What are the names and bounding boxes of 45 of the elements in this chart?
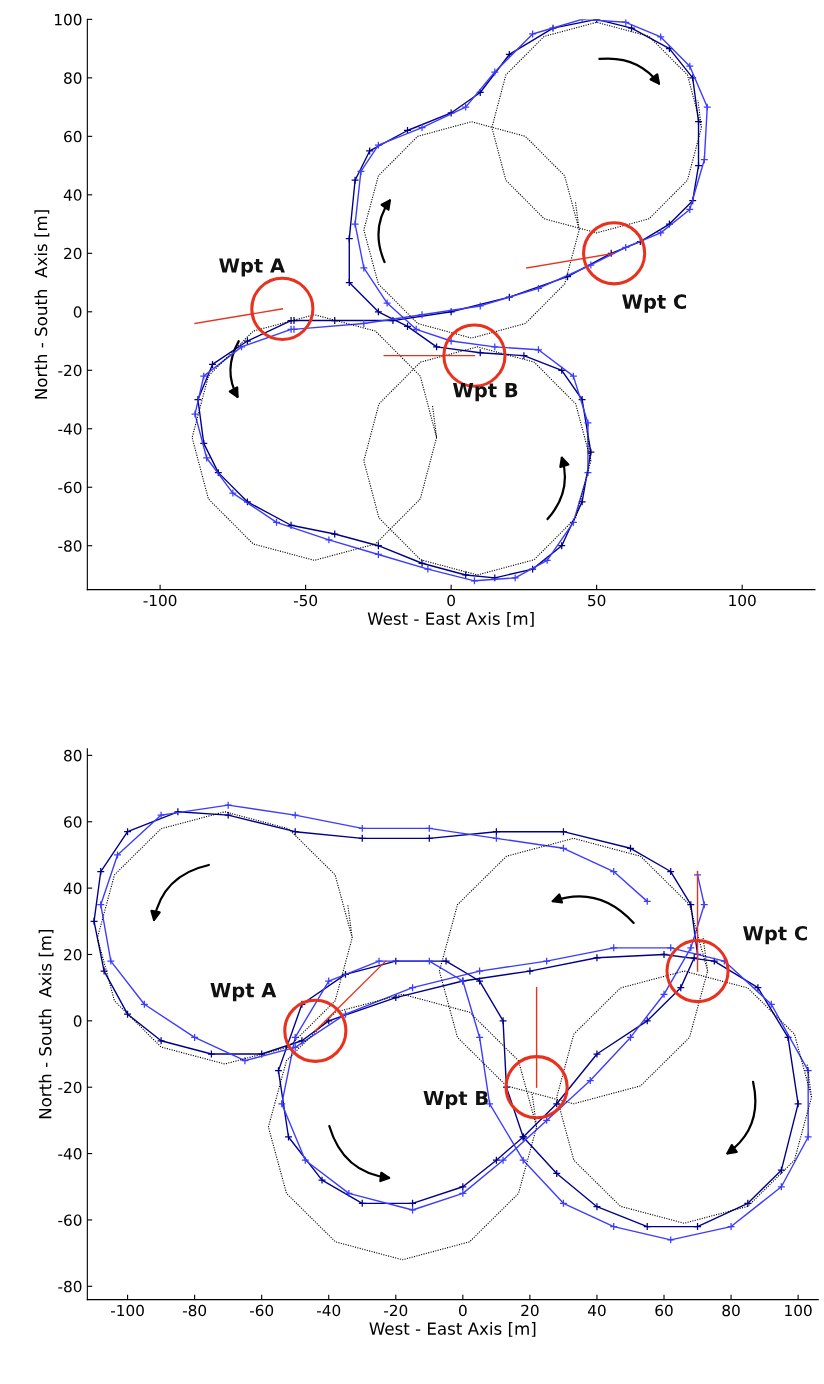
y-tick-label: -40	[58, 1148, 82, 1160]
y-tick-label: 40	[63, 189, 82, 201]
x-tick-label: -100	[110, 1304, 144, 1317]
annotation: Wpt A	[219, 258, 285, 277]
y-tick-label: 80	[64, 72, 82, 84]
y-tick-label: 100	[55, 13, 82, 26]
y-tick-label: -80	[58, 540, 82, 552]
x-tick-label: 50	[588, 594, 606, 607]
x-tick-label: 60	[655, 1304, 673, 1317]
annotation: Wpt A	[210, 983, 277, 1002]
y-axis-title: North - South Axis [m]	[38, 929, 54, 1119]
annotation: Wpt C	[743, 925, 807, 945]
annotation: Wpt B	[423, 1090, 488, 1110]
x-tick-label: -40	[317, 1304, 341, 1317]
y-tick-label: 20	[64, 247, 82, 260]
y-tick-label: -60	[58, 1214, 82, 1226]
x-tick-label: 100	[729, 594, 756, 607]
y-tick-label: -20	[58, 364, 82, 377]
y-tick-label: -80	[58, 1280, 82, 1293]
x-tick-label: 40	[587, 1304, 606, 1317]
x-tick-label: -20	[384, 1304, 408, 1317]
x-axis-title: West - East Axis [m]	[369, 1322, 536, 1337]
x-tick-label: 20	[521, 1304, 539, 1317]
y-tick-label: -20	[58, 1081, 82, 1094]
y-tick-label: 0	[73, 1015, 82, 1027]
annotation: Wpt B	[452, 382, 518, 402]
x-tick-label: 80	[722, 1304, 740, 1317]
y-axis-title: North - South Axis [m]	[34, 210, 50, 399]
x-tick-label: -50	[293, 594, 318, 607]
x-tick-label: 100	[785, 1304, 812, 1317]
y-tick-label: -60	[58, 481, 82, 494]
y-tick-label: 60	[64, 130, 82, 143]
x-tick-label: -60	[249, 1304, 274, 1317]
y-tick-label: 60	[64, 816, 82, 828]
x-tick-label: -80	[182, 1304, 207, 1317]
annotation: Wpt C	[622, 294, 687, 313]
y-tick-label: -40	[58, 423, 82, 435]
x-tick-label: 0	[447, 594, 455, 607]
y-tick-label: 0	[73, 306, 82, 318]
x-tick-label: 0	[458, 1304, 467, 1317]
y-tick-label: 40	[63, 882, 82, 895]
x-axis-title: West - East Axis [m]	[367, 612, 534, 627]
y-tick-label: 20	[64, 948, 82, 961]
y-tick-label: 80	[64, 749, 82, 762]
x-tick-label: -100	[143, 594, 177, 607]
